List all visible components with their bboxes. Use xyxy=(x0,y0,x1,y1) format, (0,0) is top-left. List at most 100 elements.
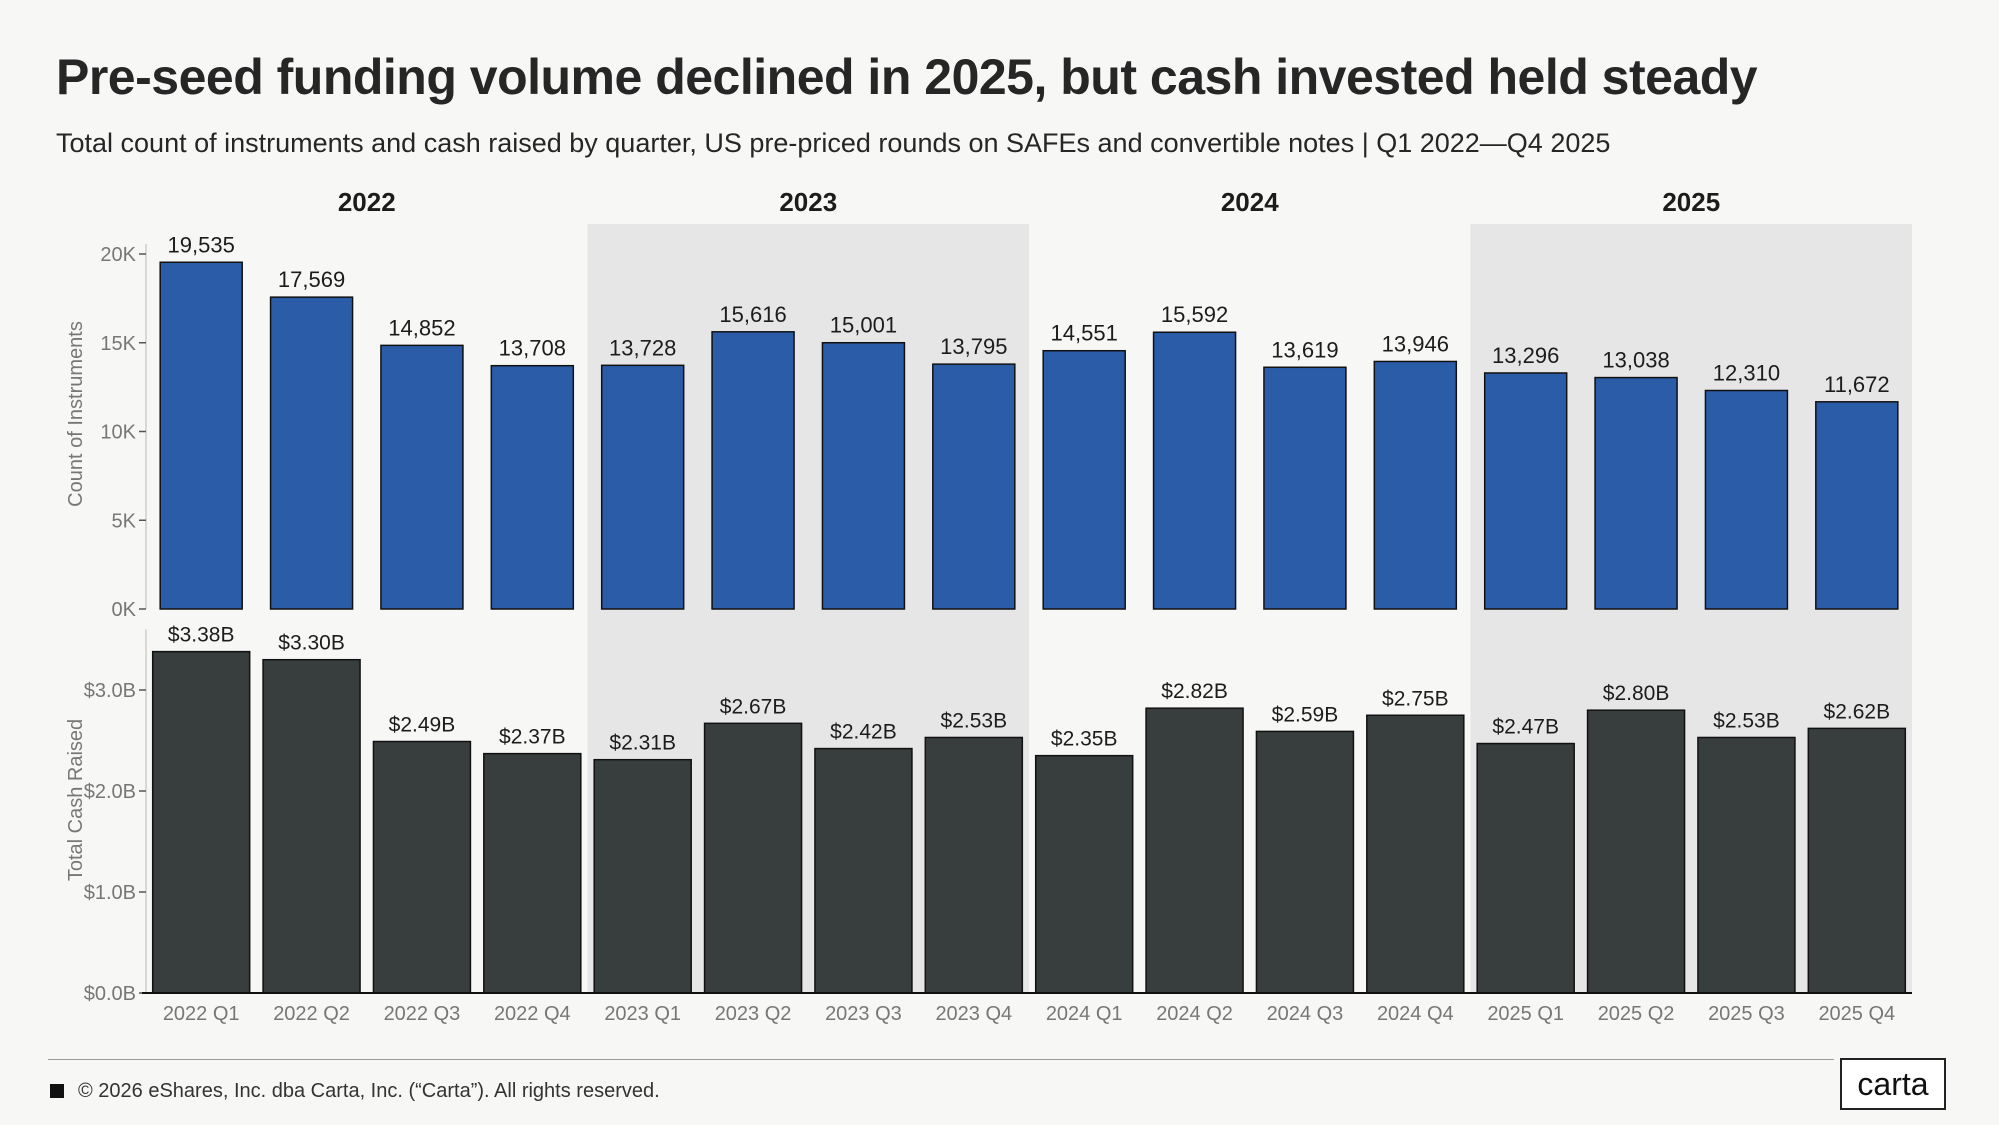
count-data-label: 13,296 xyxy=(1492,343,1559,368)
count-bar-2022-Q1 xyxy=(159,261,243,610)
count-bar-2025-Q3 xyxy=(1704,389,1789,610)
x-tick-label: 2024 Q3 xyxy=(1267,1003,1344,1025)
count-bar-2025-Q1 xyxy=(1483,372,1568,610)
count-data-labels: 19,535 17,569 14,852 13,708 13,728 15,616 15,0… xyxy=(168,232,1890,397)
chart-title: Pre-seed funding volume declined in 2025… xyxy=(56,49,1758,105)
cash-bar-2025-Q2 xyxy=(1586,709,1686,994)
cash-bar-2024-Q2 xyxy=(1145,707,1244,994)
cash-data-label: $2.53B xyxy=(941,709,1008,732)
cash-bar-2025-Q1 xyxy=(1476,742,1575,994)
year-label-2024: 2024 xyxy=(1221,187,1279,217)
count-bar-2024-Q2 xyxy=(1152,331,1237,610)
cash-bars xyxy=(142,650,1912,994)
count-data-label: 13,946 xyxy=(1382,331,1449,356)
chart-subtitle: Total count of instruments and cash rais… xyxy=(56,128,1611,158)
x-tick-label: 2025 Q1 xyxy=(1487,1003,1564,1025)
cash-data-label: $2.31B xyxy=(609,732,676,755)
cash-data-label: $2.35B xyxy=(1051,728,1118,751)
cash-tick-label: $0.0B xyxy=(84,983,136,1005)
cash-data-label: $3.38B xyxy=(168,624,235,647)
count-bar-2022-Q4 xyxy=(490,364,575,610)
cash-data-label: $2.59B xyxy=(1272,703,1339,726)
cash-bar-2025-Q4 xyxy=(1807,727,1907,994)
cash-bar-2022-Q1 xyxy=(151,650,251,994)
x-tick-label: 2022 Q2 xyxy=(273,1003,350,1025)
cash-data-label: $3.30B xyxy=(278,632,345,655)
cash-data-label: $2.42B xyxy=(830,721,897,744)
cash-bar-2023-Q1 xyxy=(593,758,692,994)
cash-tick-label: $2.0B xyxy=(84,781,136,803)
count-bar-2023-Q2 xyxy=(711,331,795,610)
x-tick-label: 2022 Q3 xyxy=(384,1003,461,1025)
x-axis-labels: 2022 Q1 2022 Q2 2022 Q3 2022 Q4 2023 Q1 2023 … xyxy=(163,1003,1895,1025)
count-data-label: 12,310 xyxy=(1713,360,1780,385)
count-bar-2025-Q2 xyxy=(1594,376,1678,610)
count-data-label: 13,619 xyxy=(1271,337,1338,362)
count-data-label: 15,001 xyxy=(830,313,897,338)
count-bar-2024-Q1 xyxy=(1042,349,1126,610)
count-bar-2025-Q4 xyxy=(1815,401,1899,610)
count-data-label: 13,708 xyxy=(499,336,566,361)
cash-bar-2023-Q3 xyxy=(814,747,913,994)
count-data-label: 15,616 xyxy=(719,302,786,327)
count-bar-2024-Q4 xyxy=(1373,360,1458,610)
cash-axis-title: Total Cash Raised xyxy=(65,719,87,881)
count-tick-label: 15K xyxy=(100,333,136,355)
count-data-label: 14,551 xyxy=(1051,321,1118,346)
cash-bar-2023-Q4 xyxy=(924,736,1024,994)
carta-logo: carta xyxy=(1840,1058,1946,1110)
count-bar-2024-Q3 xyxy=(1263,366,1347,610)
footer-bullet xyxy=(50,1084,64,1098)
cash-bar-2024-Q3 xyxy=(1255,730,1355,994)
cash-bar-2022-Q2 xyxy=(262,658,361,994)
x-tick-label: 2023 Q1 xyxy=(604,1003,681,1025)
count-data-label: 13,728 xyxy=(609,335,676,360)
cash-bar-2024-Q4 xyxy=(1366,714,1465,994)
count-axis-title: Count of Instruments xyxy=(65,321,87,507)
footer-divider xyxy=(48,1059,1834,1060)
x-tick-label: 2022 Q4 xyxy=(494,1003,571,1025)
cash-tick-label: $3.0B xyxy=(84,680,136,702)
year-label-2022: 2022 xyxy=(338,187,396,217)
count-y-axis: 0K 5K 10K 15K 20K Count of Instruments xyxy=(65,244,147,621)
x-tick-label: 2024 Q1 xyxy=(1046,1003,1123,1025)
footer-copyright: © 2026 eShares, Inc. dba Carta, Inc. (“C… xyxy=(78,1080,660,1102)
count-data-label: 11,672 xyxy=(1824,372,1890,397)
count-bars xyxy=(159,261,1899,610)
count-bar-2022-Q2 xyxy=(269,296,354,610)
count-data-label: 13,038 xyxy=(1602,348,1669,373)
count-bar-2023-Q3 xyxy=(821,341,906,610)
cash-data-label: $2.62B xyxy=(1824,700,1891,723)
x-tick-label: 2025 Q2 xyxy=(1598,1003,1675,1025)
cash-bar-2023-Q2 xyxy=(703,722,803,994)
cash-data-label: $2.37B xyxy=(499,726,566,749)
cash-bar-2024-Q1 xyxy=(1034,754,1134,994)
cash-data-label: $2.47B xyxy=(1492,716,1559,739)
x-tick-label: 2023 Q2 xyxy=(715,1003,792,1025)
x-tick-label: 2025 Q3 xyxy=(1708,1003,1785,1025)
x-tick-label: 2022 Q1 xyxy=(163,1003,240,1025)
cash-data-label: $2.49B xyxy=(389,714,456,737)
count-data-label: 17,569 xyxy=(278,267,345,292)
count-bar-2022-Q3 xyxy=(380,344,464,610)
count-data-label: 14,852 xyxy=(388,315,455,340)
x-tick-label: 2025 Q4 xyxy=(1818,1003,1895,1025)
count-bar-2023-Q4 xyxy=(932,363,1016,610)
x-tick-label: 2024 Q4 xyxy=(1377,1003,1454,1025)
cash-data-label: $2.75B xyxy=(1382,687,1449,710)
count-data-label: 19,535 xyxy=(168,232,235,257)
count-data-label: 15,592 xyxy=(1161,302,1228,327)
count-tick-label: 20K xyxy=(100,244,136,266)
x-tick-label: 2023 Q4 xyxy=(935,1003,1012,1025)
cash-bar-2022-Q3 xyxy=(372,740,472,994)
count-data-label: 13,795 xyxy=(940,334,1007,359)
cash-y-axis: $0.0B $1.0B $2.0B $3.0B Total Cash Raised xyxy=(65,629,147,1005)
cash-data-label: $2.80B xyxy=(1603,682,1670,705)
cash-data-labels: $3.38B $3.30B $2.49B $2.37B $2.31B $2.67B $2.4… xyxy=(168,624,1890,755)
x-tick-label: 2024 Q2 xyxy=(1156,1003,1233,1025)
count-tick-label: 0K xyxy=(112,599,137,621)
count-tick-label: 10K xyxy=(100,422,136,444)
cash-bar-2022-Q4 xyxy=(483,752,582,994)
year-label-2023: 2023 xyxy=(779,187,837,217)
